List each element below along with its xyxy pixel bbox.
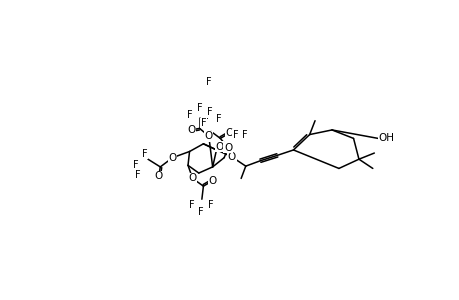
Text: O: O xyxy=(215,142,223,152)
Text: F: F xyxy=(206,111,211,121)
Text: O: O xyxy=(188,173,196,184)
Text: F: F xyxy=(232,130,238,140)
Text: O: O xyxy=(225,128,233,138)
Text: F: F xyxy=(189,200,194,210)
Text: F: F xyxy=(216,114,221,124)
Text: F: F xyxy=(241,130,247,140)
Text: OH: OH xyxy=(377,134,393,143)
Text: F: F xyxy=(135,169,140,180)
Text: F: F xyxy=(186,110,192,119)
Text: F: F xyxy=(196,103,202,112)
Text: O: O xyxy=(154,171,162,181)
Text: O: O xyxy=(204,131,213,141)
Text: O: O xyxy=(224,143,232,153)
Text: O: O xyxy=(208,176,216,186)
Text: F: F xyxy=(208,200,213,210)
Text: F: F xyxy=(133,160,138,170)
Text: O: O xyxy=(186,125,195,135)
Text: O: O xyxy=(227,152,235,162)
Text: F: F xyxy=(206,107,212,117)
Text: O: O xyxy=(168,153,176,163)
Text: F: F xyxy=(200,118,206,128)
Text: F: F xyxy=(206,77,211,87)
Text: F: F xyxy=(142,149,147,159)
Text: F: F xyxy=(198,207,203,217)
